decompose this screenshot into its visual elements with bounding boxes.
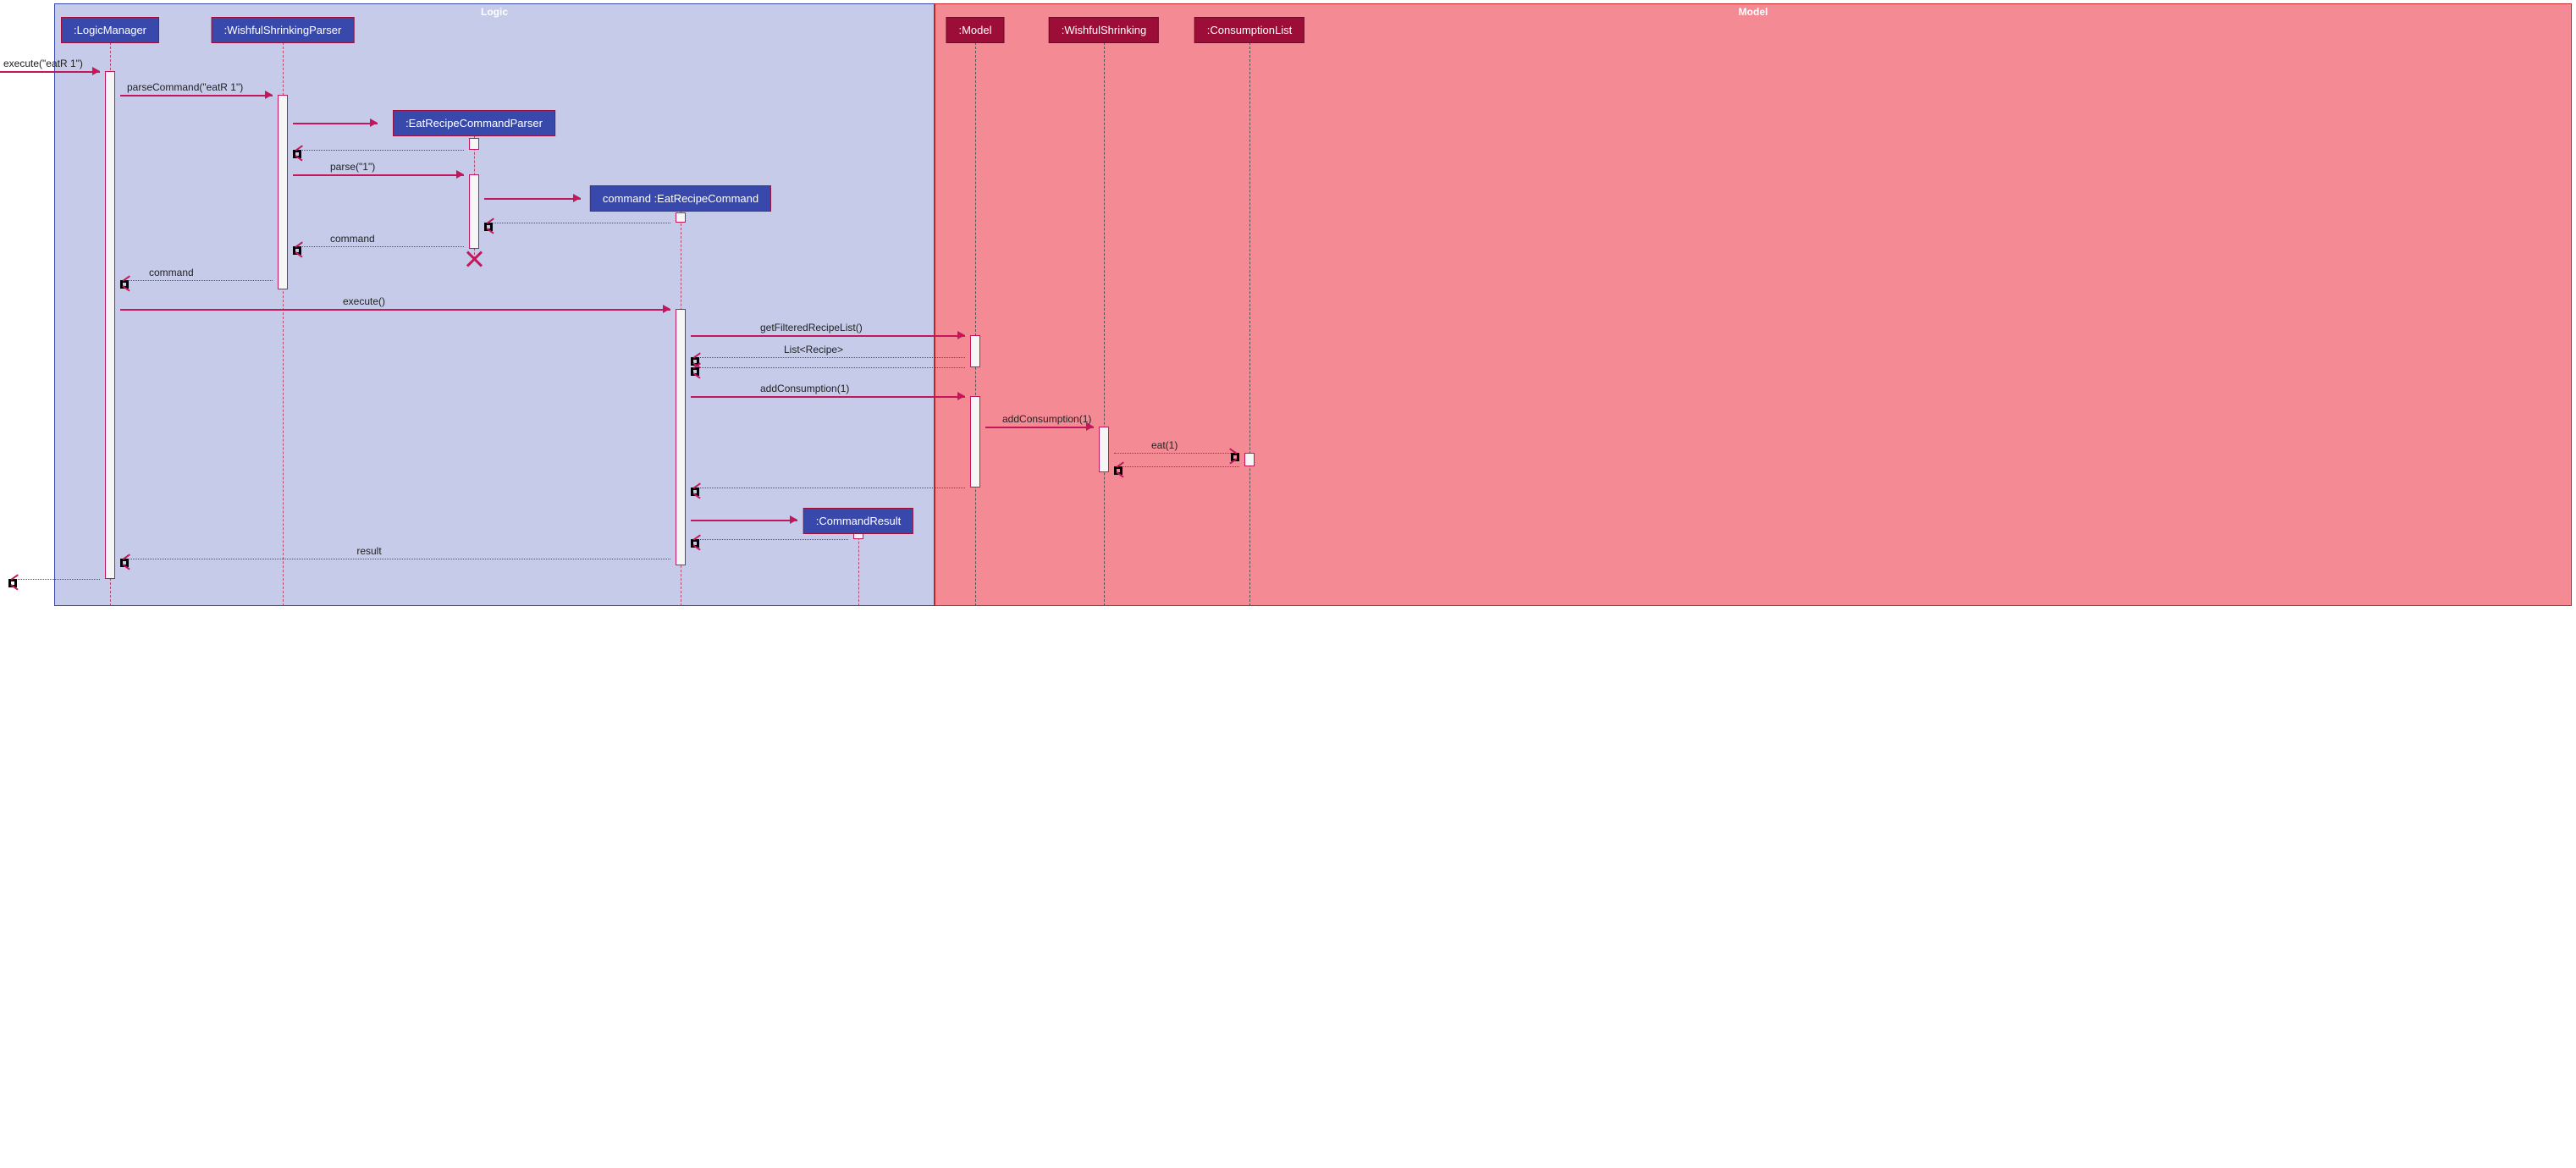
message-line [120,95,273,96]
message-line [985,427,1094,428]
arrowhead [663,305,670,313]
arrowhead [92,67,100,75]
message-label: execute("eatR 1") [3,58,83,69]
message-label: result [356,545,381,557]
message-label: parse("1") [330,161,375,173]
activation-bar [469,138,479,150]
participant-model: :Model [946,17,1004,43]
participant-commandResult: :CommandResult [803,508,913,534]
package-model: Model [935,3,2572,606]
arrowhead [8,579,17,587]
arrowhead [456,170,464,179]
activation-bar [970,396,980,488]
message-label: parseCommand("eatR 1") [127,81,243,93]
message-line [293,174,464,176]
message-label: command [330,233,375,245]
message-line [691,396,965,398]
sequence-diagram: LogicModel:LogicManager:WishfulShrinking… [0,0,1288,609]
message-line [293,123,378,124]
activation-bar [469,174,479,249]
message-label: getFilteredRecipeList() [760,322,863,333]
participant-wsParser: :WishfulShrinkingParser [212,17,355,43]
message-line [293,246,464,247]
arrowhead [573,194,581,202]
arrowhead [120,280,129,289]
arrowhead [293,246,301,255]
arrowhead [484,223,493,231]
message-label: List<Recipe> [784,344,843,355]
arrowhead [1231,453,1239,461]
participant-eatCmd: command :EatRecipeCommand [590,185,771,212]
participant-wishfulShrinking: :WishfulShrinking [1049,17,1159,43]
arrowhead [293,150,301,158]
activation-bar [970,335,980,367]
participant-consumptionList: :ConsumptionList [1194,17,1305,43]
activation-bar [278,95,288,289]
activation-bar [1099,427,1109,472]
participant-logicManager: :LogicManager [61,17,159,43]
message-line [484,198,581,200]
activation-bar [1244,453,1255,466]
message-line [1114,466,1239,467]
message-line [0,71,100,73]
arrowhead [957,392,965,400]
message-label: eat(1) [1151,439,1178,451]
package-title: Logic [472,4,516,19]
arrowhead [1114,466,1123,475]
message-label: execute() [343,295,385,307]
message-line [1114,453,1239,454]
message-line [691,539,848,540]
arrowhead [370,118,378,127]
message-line [691,367,965,368]
message-line [293,150,464,151]
message-line [691,357,965,358]
participant-eatParser: :EatRecipeCommandParser [393,110,555,136]
activation-bar [676,309,686,565]
activation-bar [676,212,686,223]
message-line [120,309,670,311]
destroy-marker [465,250,483,268]
message-label: addConsumption(1) [760,383,849,394]
arrowhead [691,539,699,548]
arrowhead [265,91,273,99]
message-line [691,335,965,337]
message-label: addConsumption(1) [1002,413,1091,425]
arrowhead [691,488,699,496]
message-label: command [149,267,194,278]
activation-bar [105,71,115,579]
arrowhead [691,367,699,376]
message-line [120,280,273,281]
arrowhead [790,515,797,524]
arrowhead [957,331,965,339]
message-line [691,520,797,521]
message-line [8,579,100,580]
package-title: Model [1730,4,1777,19]
arrowhead [120,559,129,567]
